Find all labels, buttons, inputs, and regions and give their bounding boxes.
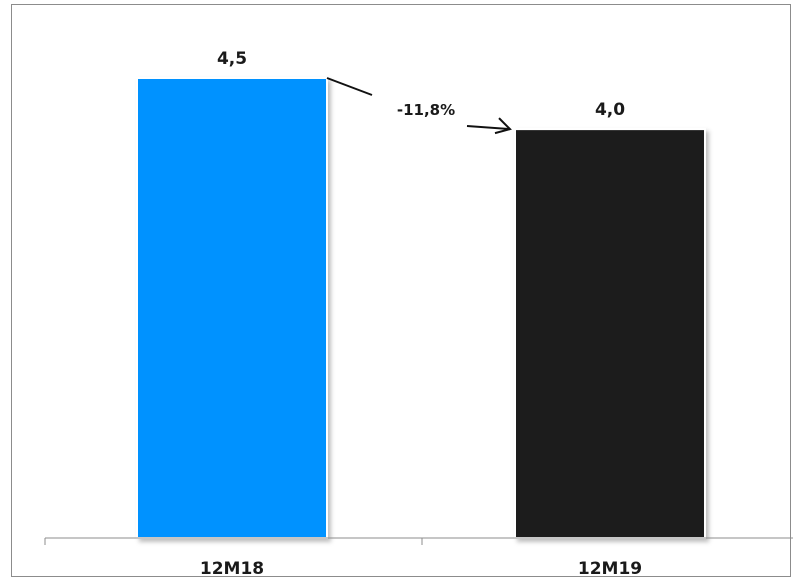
bar-chart: 4,5 4,0 12M18 12M19 -11,8% [11, 4, 793, 579]
bar-12m19 [514, 128, 706, 539]
change-annotation: -11,8% [326, 77, 512, 135]
x-axis: 12M18 12M19 [44, 537, 793, 579]
value-label-12m19: 4,0 [595, 100, 625, 120]
chart-canvas: 4,5 4,0 12M18 12M19 -11,8% [44, 49, 793, 579]
change-arrow-head [494, 117, 512, 135]
change-arrow [326, 77, 511, 131]
value-label-12m18: 4,5 [217, 49, 247, 69]
category-label-12m18: 12M18 [200, 559, 264, 579]
change-label: -11,8% [397, 101, 455, 119]
bar-12m18 [136, 77, 328, 539]
bars-layer [136, 77, 706, 539]
category-label-12m19: 12M19 [578, 559, 642, 579]
labels-layer: 4,5 4,0 [217, 49, 625, 120]
